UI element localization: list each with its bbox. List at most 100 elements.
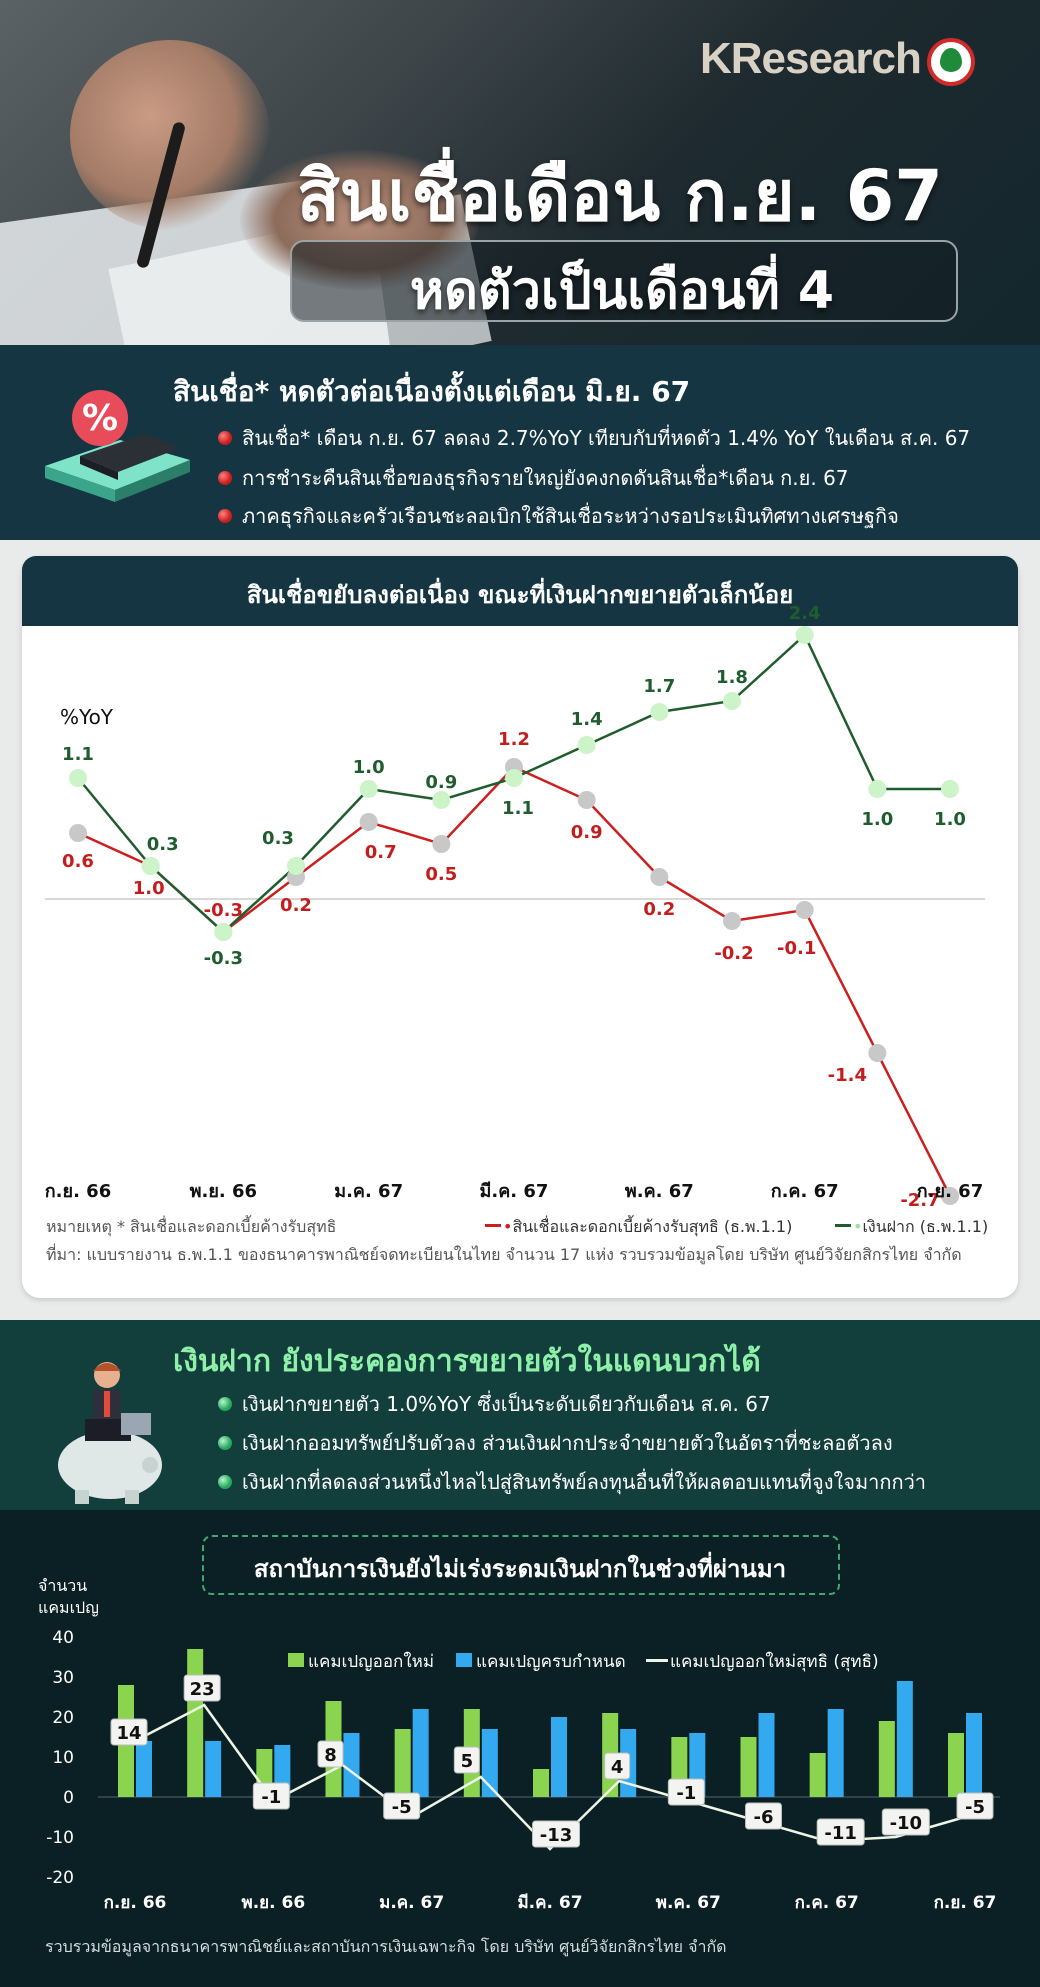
chart1-loans-data-label: 0.6 [62,851,94,872]
chart1-loans-point [723,912,741,930]
chart2-net-data-label: -10 [890,1813,923,1834]
chart2-y-tick-label: 0 [63,1788,74,1808]
chart1-loans-data-label: -0.2 [714,943,753,964]
chart2-net-label-box [453,1746,480,1774]
chart1-deposits-data-label: 1.0 [861,809,893,830]
chart2-due-bar [481,1729,498,1797]
chart2-new-bar [187,1649,204,1797]
chart1-loans-point [795,901,814,919]
chart1-deposits-point [141,857,160,875]
chart2-new-bar [948,1733,964,1797]
chart1-loans-data-label: -2.7 [900,1190,939,1211]
chart1-x-tick-label: พ.ย. 66 [190,1181,257,1202]
chart2-net-label-box [956,1792,994,1820]
loans-bullet: สินเชื่อ* เดือน ก.ย. 67 ลดลง 2.7%YoY เที… [218,422,970,454]
chart1-deposits-data-label: 0.3 [147,834,179,855]
chart1-loans-data-label: 1.2 [498,729,530,750]
chart1-deposits-point [795,626,814,644]
chart2-net-label-box [317,1740,344,1768]
chart2-x-tick-label: ม.ค. 67 [379,1893,444,1913]
chart1-deposits-point [868,780,887,798]
kasikorn-leaf-icon [927,38,975,86]
chart2-x-tick-label: พ.ค. 67 [656,1893,721,1913]
bullet-dot-icon [218,1435,232,1450]
chart2-net-data-label: 8 [324,1745,337,1766]
chart2-net-label-box [667,1778,705,1806]
chart1-loans-data-label: 0.7 [365,842,397,863]
page-title: สินเชื่อเดือน ก.ย. 67 [296,155,944,237]
chart1-deposits-point [359,780,378,798]
chart1-unit-label: %YoY [60,705,114,729]
chart1-deposits-point [577,736,596,754]
chart1-loans-data-label: -0.1 [777,938,816,959]
campaign-chart-section [0,1510,1040,1987]
chart2-net-data-label: -5 [965,1797,985,1818]
chart1-deposits-point [432,791,451,809]
chart2-new-bar [740,1737,757,1797]
chart1-deposits-data-label: 1.0 [353,757,385,778]
legend-line-icon [835,1224,851,1227]
chart2-due-bar [412,1709,429,1797]
chart2-due-bar [966,1713,982,1797]
chart2-net-data-label: 23 [190,1679,215,1700]
chart2-net-data-label: -13 [540,1825,573,1846]
svg-text:%: % [82,398,118,439]
chart2-net-label-box [604,1752,631,1780]
chart2-new-bar [533,1769,549,1797]
chart1-card [22,556,1018,1298]
chart2-new-bar [878,1721,895,1797]
chart2-y-tick-label: 10 [52,1748,74,1768]
chart2-title: สถาบันการเงินยังไม่เร่งระดมเงินฝากในช่วง… [253,1555,787,1583]
chart1-deposits-point [650,703,669,721]
chart2-net-label-box [745,1802,782,1830]
chart1-loans-point [432,835,451,853]
chart2-net-label-box [816,1818,865,1846]
chart1-deposits-point [214,923,233,941]
chart1-deposits-point [941,780,959,798]
chart1-loans-point [650,868,669,886]
chart2-y-tick-label: 40 [52,1628,74,1648]
chart2-new-bar [809,1753,826,1797]
chart2-net-data-label: -1 [261,1787,281,1808]
deposits-summary-section [0,1320,1040,1510]
percent-wallet-icon: % [45,390,190,502]
chart2-y-tick-label: -20 [46,1868,74,1888]
chart2-net-data-label: -6 [754,1807,774,1828]
chart1-loans-data-label: -1.4 [828,1065,867,1086]
chart1-x-tick-label: ก.ย. 67 [917,1181,983,1202]
chart1-source: ที่มา: แบบรายงาน ธ.พ.1.1 ของธนาคารพาณิชย… [46,1245,962,1264]
chart2-due-bar [551,1717,567,1797]
chart1-legend-deposits: •เงินฝาก (ธ.พ.1.1) [835,1215,988,1240]
chart1-header [22,556,1018,626]
chart2-due-bar [896,1681,913,1797]
chart2-net-label-box [183,1674,221,1702]
subtitle-box [290,240,958,322]
chart1-x-tick-label: ม.ค. 67 [334,1181,403,1202]
legend-line-icon [485,1224,501,1227]
chart2-net-label-box [110,1718,148,1746]
chart2-legend-net: แคมเปญออกใหม่สุทธิ (สุทธิ) [646,1648,879,1675]
chart1-x-tick-label: ก.ย. 66 [45,1181,111,1202]
deposits-section-title: เงินฝาก ยังประคองการขยายตัวในแดนบวกได้ [173,1344,761,1379]
legend-swatch-icon [456,1653,472,1667]
chart2-legend-due: แคมเปญครบกำหนด [456,1648,626,1675]
bullet-dot-icon [218,1396,232,1411]
deposits-bullet: เงินฝากออมทรัพย์ปรับตัวลง ส่วนเงินฝากประ… [218,1427,893,1459]
chart1-deposits-data-label: 1.0 [934,809,966,830]
loans-summary-section [0,345,1040,540]
chart1-deposits-point [69,769,87,787]
chart1-legend-loans: •สินเชื่อและดอกเบี้ยค้างรับสุทธิ (ธ.พ.1.… [485,1215,792,1240]
chart1-x-tick-label: มี.ค. 67 [480,1181,549,1202]
chart2-x-tick-label: ก.ย. 66 [104,1893,167,1913]
loans-bullet: การชำระคืนสินเชื่อของธุรกิจรายใหญ่ยังคงก… [218,462,849,494]
chart1-deposits-data-label: 1.4 [571,709,603,730]
chart1-note: หมายเหตุ * สินเชื่อและดอกเบี้ยค้างรับสุท… [46,1217,337,1236]
chart1-loans-data-label: 0.9 [571,822,603,843]
chart1-deposits-data-label: 2.4 [789,603,821,624]
chart1-loans-data-label: 0.2 [280,895,312,916]
chart1-deposits-point [287,857,305,875]
loans-bullet: ภาคธุรกิจและครัวเรือนชะลอเบิกใช้สินเชื่อ… [218,500,899,532]
chart2-net-data-label: 5 [461,1751,474,1772]
